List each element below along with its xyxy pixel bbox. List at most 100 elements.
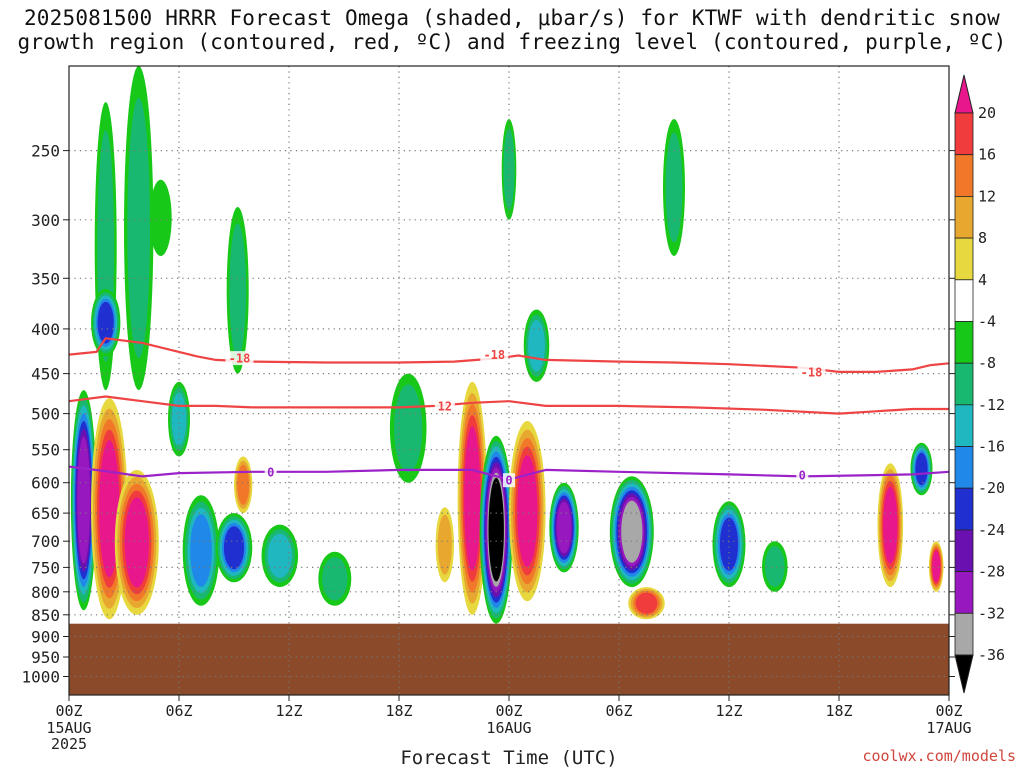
x-tick-label-3: 18Z [385,702,412,720]
colorbar-swatch-6 [954,362,974,406]
y-tick-label-600: 600 [31,474,60,493]
colorbar-label-13: -36 [978,646,1005,664]
colorbar-bottom-triangle [954,654,974,694]
omega-feature-8-level-3 [190,514,212,587]
colorbar-label-9: -20 [978,479,1005,497]
dendritic-contour-1 [69,395,949,415]
x-tick-sublabel-0-0: 15AUG [46,719,91,737]
omega-feature-14-level-1 [394,384,423,473]
omega-feature-16-level-4 [464,426,481,571]
y-tick-label-900: 900 [31,628,60,647]
omega-feature-29-level-4 [932,550,941,583]
colorbar-label-8: -16 [978,438,1005,456]
y-tick-label-550: 550 [31,441,60,460]
dendritic-contour-label-0-1: -18 [483,348,505,362]
colorbar-label-5: -4 [978,313,996,331]
omega-feature-2-level-4 [124,497,149,588]
contour-layer: -18 -18 -18 12 0 0 0 [69,337,949,488]
below-ground-layer [69,623,949,695]
colorbar-label-6: -8 [978,354,996,372]
y-tick-label-300: 300 [31,211,60,230]
site-credit: coolwx.com/models [862,747,1016,765]
y-tick-label-350: 350 [31,269,60,288]
chart-title-line-2: growth region (contoured, red, ºC) and f… [17,30,1007,54]
dendritic-contour-label-bg-1-0 [434,398,455,413]
freezing-contour-2 [69,465,949,481]
y-tick-label-450: 450 [31,365,60,384]
dendritic-contour-label-bg-0-2 [797,364,826,379]
dendritic-contour-label-1-0: 12 [438,399,452,413]
omega-feature-28-level-4 [915,452,928,486]
freezing-contour-label-2-0: 0 [267,465,274,479]
y-tick-label-1000: 1000 [21,668,60,687]
x-tick-label-2: 12Z [275,702,302,720]
omega-feature-20-level-2 [528,320,545,372]
colorbar-swatch-1 [954,154,974,197]
y-tick-label-400: 400 [31,320,60,339]
colorbar-swatch-10 [954,529,974,573]
colorbar-label-0: 20 [978,104,996,122]
omega-feature-25-level-4 [719,517,739,571]
x-tick-sublabel-8-0: 17AUG [926,719,971,737]
y-tick-label-650: 650 [31,504,60,523]
chart-title: 2025081500 HRRR Forecast Omega (shaded, … [0,6,1024,54]
omega-feature-9-level-4 [223,526,245,570]
colorbar-label-2: 12 [978,187,996,205]
colorbar-swatch-8 [954,446,974,489]
x-tick-label-5: 06Z [605,702,632,720]
omega-feature-22-level-7 [621,500,643,563]
y-tick-label-950: 950 [31,648,60,667]
colorbar-swatch-0 [954,112,974,156]
dendritic-contour-label-0-2: -18 [801,365,823,379]
omega-feature-7-level-2 [171,392,187,446]
omega-feature-1-level-4 [99,440,120,578]
y-tick-label-500: 500 [31,405,60,424]
colorbar-label-3: 8 [978,229,987,247]
dendritic-contour-label-bg-0-1 [480,347,509,362]
chart-title-line-1: 2025081500 HRRR Forecast Omega (shaded, … [23,6,1001,30]
colorbar-swatch-12 [954,612,974,656]
omega-feature-12-level-2 [267,533,292,578]
colorbar-swatch-9 [954,487,974,531]
omega-feature-18-level-4 [517,455,538,567]
omega-feature-23-level-3 [635,592,658,614]
colorbar-top-triangle [954,74,974,114]
omega-feature-5-level-1 [127,97,150,359]
colorbar-label-12: -32 [978,604,1005,622]
x-tick-label-6: 12Z [715,702,742,720]
colorbar-label-1: 16 [978,146,996,164]
colorbar-label-7: -12 [978,396,1005,414]
freezing-contour-label-bg-2-1 [503,473,515,488]
freezing-contour-label-bg-2-2 [796,468,809,483]
colorbar-label-4: 4 [978,271,987,289]
pressure-axis: 250 300 350 400 450 500 550 600 650 700 750 800 850 9… [21,142,955,687]
colorbar-swatch-3 [954,237,974,281]
freezing-contour-label-bg-2-0 [264,464,277,479]
omega-feature-13-level-1 [322,557,348,601]
y-tick-label-800: 800 [31,583,60,602]
omega-feature-0-level-6 [77,436,91,564]
dendritic-contour-label-0-0: -18 [229,352,251,366]
colorbar-swatch-4 [954,279,974,322]
omega-feature-6-level-0 [149,179,172,256]
colorbar-legend: 20 16 12 8 4 -4 -8 -12 -16 -20 -24 -28 -32 -36 [954,74,1005,694]
dendritic-contour-label-bg-0-0 [225,351,254,366]
omega-feature-26-level-1 [764,546,785,587]
colorbar-swatch-11 [954,571,974,614]
omega-feature-10-level-1 [229,223,247,358]
omega-feature-17-level-8 [488,477,504,582]
omega-feature-27-level-4 [883,486,898,564]
x-axis-label: Forecast Time (UTC) [400,747,617,768]
y-tick-label-750: 750 [31,558,60,577]
colorbar-label-11: -28 [978,563,1005,581]
x-tick-sublabel-4-0: 16AUG [486,719,531,737]
colorbar-swatch-7 [954,404,974,447]
below-ground-fill [69,623,949,695]
x-tick-label-7: 18Z [825,702,852,720]
x-tick-label-4: 00Z [495,702,522,720]
x-tick-label-8: 00Z [935,702,962,720]
colorbar-swatch-2 [954,195,974,239]
omega-feature-11-level-2 [237,464,250,505]
colorbar-swatch-5 [954,321,974,364]
